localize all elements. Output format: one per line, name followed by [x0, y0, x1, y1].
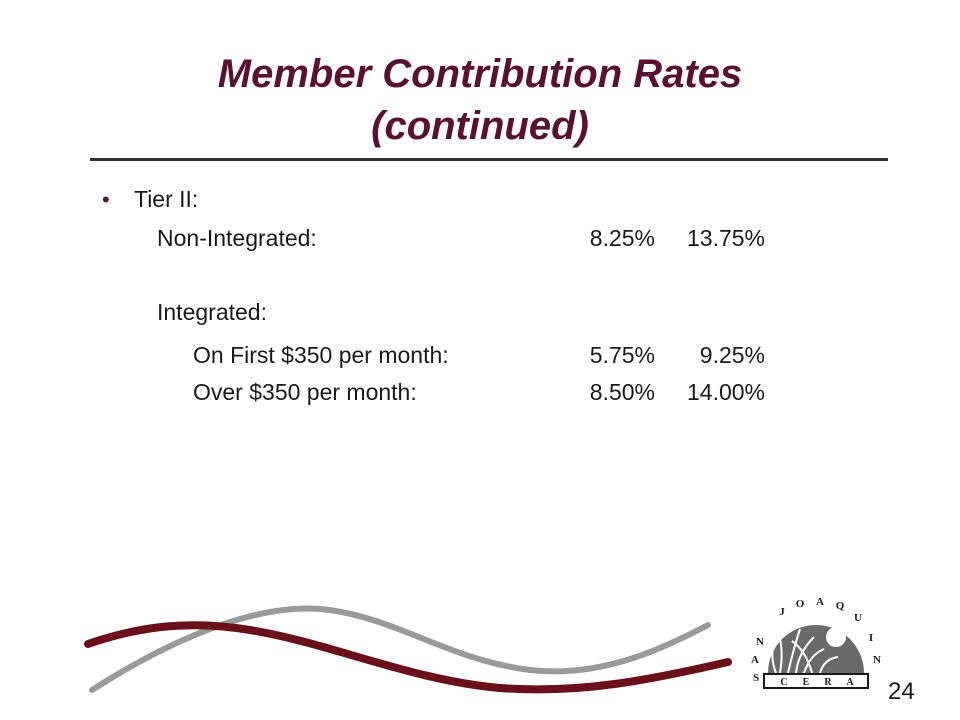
logo-arc-letter: O	[796, 598, 805, 610]
gray-wave	[89, 605, 711, 693]
logo-banner-letter: A	[846, 677, 854, 688]
row-label-integrated: Integrated:	[157, 299, 267, 325]
logo-arc-letter: A	[816, 596, 824, 608]
logo-arc-letter: J	[779, 606, 785, 618]
logo-banner-letter: C	[780, 677, 787, 688]
logo-arc-letter: S	[753, 672, 759, 684]
row-rate1-first-350: 5.75%	[589, 342, 655, 368]
logo-arc-letter: I	[869, 632, 873, 644]
logo-arc-letter: Q	[836, 600, 845, 612]
logo-banner-letter: E	[803, 677, 810, 688]
row-label-non-integrated: Non-Integrated:	[157, 225, 317, 251]
logo-sun	[826, 627, 846, 647]
row-rate1-over-350: 8.50%	[589, 379, 655, 405]
row-label-first-350: On First $350 per month:	[193, 342, 449, 368]
row-rate2-first-350: 9.25%	[699, 342, 765, 368]
row-rate2-over-350: 14.00%	[686, 379, 765, 405]
bullet-tier-ii: Tier II:	[134, 186, 199, 212]
row-label-over-350: Over $350 per month:	[193, 379, 417, 405]
logo-arc-letters: S A N J O A Q U I N	[751, 596, 881, 684]
logo-arc-letter: A	[751, 654, 759, 666]
title-line-1: Member Contribution Rates	[217, 52, 743, 96]
logo-arc-letter: U	[854, 612, 862, 624]
decorative-waves	[84, 605, 732, 694]
title-divider	[90, 158, 888, 161]
logo-grass-icon	[771, 628, 839, 674]
row-rate2-non-integrated: 13.75%	[686, 225, 765, 251]
title-line-2: (continued)	[371, 104, 589, 148]
page-number: 24	[888, 678, 915, 705]
sjcera-logo: S A N J O A Q U I N C E R A	[751, 596, 881, 689]
slide-title: Member Contribution Rates (continued)	[60, 48, 900, 152]
logo-banner-letters: C E R A	[780, 677, 854, 688]
logo-banner	[763, 673, 869, 689]
dark-wave	[84, 621, 732, 694]
bullet-dot-icon: •	[102, 187, 110, 212]
row-rate1-non-integrated: 8.25%	[589, 225, 655, 251]
logo-arc-letter: N	[873, 654, 881, 666]
logo-arc-letter: N	[756, 636, 764, 648]
logo-banner-letter: R	[824, 677, 832, 688]
